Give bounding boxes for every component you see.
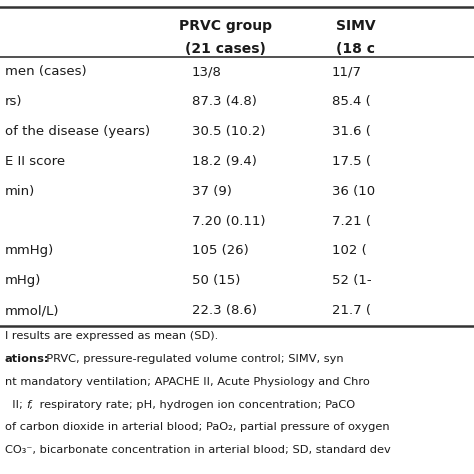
Text: 17.5 (: 17.5 ( [332,155,371,168]
Text: 21.7 (: 21.7 ( [332,304,371,317]
Text: mHg): mHg) [5,274,41,287]
Text: min): min) [5,185,35,198]
Text: (18 c: (18 c [336,42,375,56]
Text: f,: f, [26,400,34,410]
Text: l results are expressed as mean (SD).: l results are expressed as mean (SD). [5,331,218,341]
Text: (21 cases): (21 cases) [185,42,265,56]
Text: SIMV: SIMV [336,19,375,33]
Text: ations:: ations: [5,354,49,364]
Text: 105 (26): 105 (26) [192,245,249,257]
Text: CO₃⁻, bicarbonate concentration in arterial blood; SD, standard dev: CO₃⁻, bicarbonate concentration in arter… [5,445,391,455]
Text: of the disease (years): of the disease (years) [5,125,150,138]
Text: PRVC group: PRVC group [179,19,272,33]
Text: rs): rs) [5,95,22,108]
Text: 50 (15): 50 (15) [192,274,240,287]
Text: 37 (9): 37 (9) [192,185,232,198]
Text: 30.5 (10.2): 30.5 (10.2) [192,125,265,138]
Text: 31.6 (: 31.6 ( [332,125,371,138]
Text: mmHg): mmHg) [5,245,54,257]
Text: 85.4 (: 85.4 ( [332,95,371,108]
Text: 52 (1-: 52 (1- [332,274,372,287]
Text: PRVC, pressure-regulated volume control; SIMV, syn: PRVC, pressure-regulated volume control;… [39,354,344,364]
Text: 13/8: 13/8 [192,65,222,78]
Text: 11/7: 11/7 [332,65,362,78]
Text: E II score: E II score [5,155,65,168]
Text: mmol/L): mmol/L) [5,304,59,317]
Text: II;: II; [5,400,26,410]
Text: 87.3 (4.8): 87.3 (4.8) [192,95,257,108]
Text: of carbon dioxide in arterial blood; PaO₂, partial pressure of oxygen: of carbon dioxide in arterial blood; PaO… [5,422,389,432]
Text: nt mandatory ventilation; APACHE II, Acute Physiology and Chro: nt mandatory ventilation; APACHE II, Acu… [5,377,370,387]
Text: 36 (10: 36 (10 [332,185,375,198]
Text: respiratory rate; pH, hydrogen ion concentration; PaCO: respiratory rate; pH, hydrogen ion conce… [36,400,356,410]
Text: 7.20 (0.11): 7.20 (0.11) [192,215,265,228]
Text: 7.21 (: 7.21 ( [332,215,371,228]
Text: 18.2 (9.4): 18.2 (9.4) [192,155,257,168]
Text: 102 (: 102 ( [332,245,366,257]
Text: 22.3 (8.6): 22.3 (8.6) [192,304,257,317]
Text: men (cases): men (cases) [5,65,86,78]
